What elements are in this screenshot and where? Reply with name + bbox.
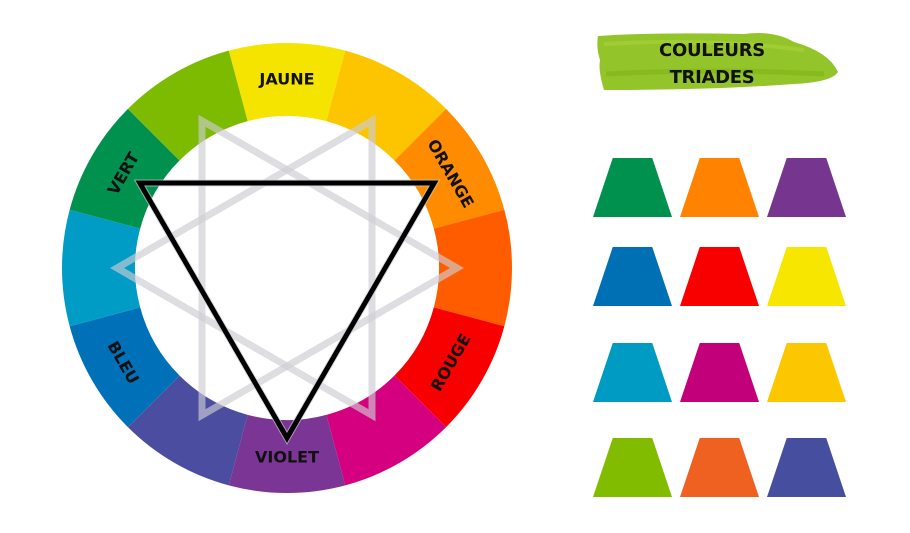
title-line-1: COULEURS [659, 40, 765, 61]
color-swatch [593, 438, 672, 497]
color-swatch [767, 158, 846, 217]
wheel-segment [394, 307, 505, 428]
wheel-label-jaune: JAUNE [258, 70, 314, 89]
wheel-segment [69, 307, 180, 428]
title: COULEURS TRIADES [594, 37, 830, 91]
color-swatch [593, 158, 672, 217]
wheel-segment [326, 50, 447, 161]
color-swatch [680, 343, 759, 402]
color-swatch [680, 438, 759, 497]
star-triangle [109, 114, 376, 422]
color-swatch [680, 158, 759, 217]
wheel-segment [433, 209, 512, 327]
color-swatch [680, 247, 759, 306]
wheel-segment [228, 414, 346, 493]
wheel-segment [394, 108, 505, 229]
wheel-segment [62, 209, 141, 327]
color-swatch [593, 343, 672, 402]
star-triangle [198, 114, 465, 422]
wheel-label-violet: VIOLET [255, 448, 319, 467]
title-line-2: TRIADES [669, 67, 755, 88]
wheel-segment [228, 43, 346, 122]
wheel-segment [326, 375, 447, 486]
wheel-segment [127, 375, 248, 486]
color-swatch [593, 247, 672, 306]
wheel-segment [69, 108, 180, 229]
color-swatch [767, 247, 846, 306]
triad-triangle [135, 180, 439, 444]
color-swatch [767, 343, 846, 402]
wheel-segment [127, 50, 248, 161]
color-swatch [767, 438, 846, 497]
title-brush-stroke [597, 33, 838, 90]
